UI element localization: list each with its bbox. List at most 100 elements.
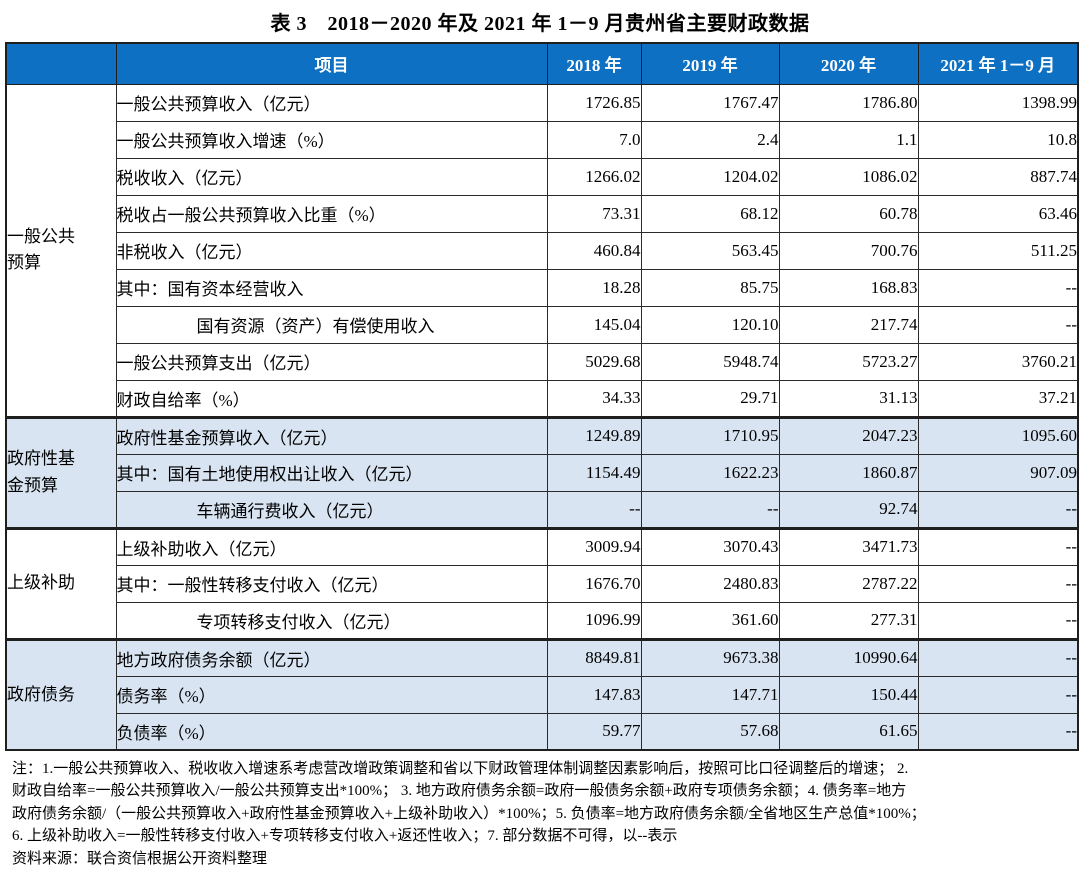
row-value: 217.74 — [778, 305, 919, 344]
group-label: 政府性基 金预算 — [5, 415, 117, 529]
table-row: 其中：一般性转移支付收入（亿元） 1676.70 2480.83 2787.22 -- — [6, 564, 1079, 603]
row-value: 29.71 — [640, 379, 780, 418]
row-value: 2047.23 — [778, 415, 919, 455]
row-item-label: 地方政府债务余额（亿元） — [115, 637, 548, 677]
row-value: 8849.81 — [546, 637, 642, 677]
table-row: 财政自给率（%） 34.33 29.71 31.13 37.21 — [6, 379, 1079, 418]
row-value: -- — [917, 712, 1079, 751]
row-value: 1154.49 — [546, 453, 642, 492]
table-row: 上级补助 上级补助收入（亿元） 3009.94 3070.43 3471.73 -- — [5, 526, 1079, 640]
row-value: -- — [917, 564, 1079, 603]
row-value: -- — [546, 490, 642, 529]
header-year-2019: 2019 年 — [640, 42, 780, 85]
table-row: 其中：国有土地使用权出让收入（亿元） 1154.49 1622.23 1860.87 9… — [6, 453, 1079, 492]
row-item-label: 车辆通行费收入（亿元） — [115, 490, 548, 529]
row-value: -- — [917, 526, 1079, 566]
row-value: 2787.22 — [778, 564, 919, 603]
row-value: 63.46 — [917, 194, 1079, 233]
table-row: 其中：国有资本经营收入 18.28 85.75 168.83 -- — [6, 268, 1079, 307]
row-value: 563.45 — [640, 231, 780, 270]
row-value: 1676.70 — [546, 564, 642, 603]
fiscal-data-table: 项目 2018 年 2019 年 2020 年 2021 年 1－9 月 一般公… — [5, 42, 1079, 751]
row-value: 1726.85 — [546, 83, 642, 122]
page-title: 表 3 2018－2020 年及 2021 年 1－9 月贵州省主要财政数据 — [270, 13, 810, 35]
row-item-label: 非税收入（亿元） — [115, 231, 548, 270]
row-value: 1622.23 — [640, 453, 780, 492]
table-row: 税收收入（亿元） 1266.02 1204.02 1086.02 887.74 — [6, 157, 1079, 196]
row-value: 1.1 — [778, 120, 919, 159]
row-value: 511.25 — [917, 231, 1079, 270]
row-value: 147.83 — [546, 675, 642, 714]
group-label: 上级补助 — [5, 526, 117, 640]
row-item-label: 上级补助收入（亿元） — [115, 526, 548, 566]
row-value: 120.10 — [640, 305, 780, 344]
row-value: 277.31 — [778, 601, 919, 640]
row-value: 37.21 — [917, 379, 1079, 418]
row-value: 145.04 — [546, 305, 642, 344]
row-value: 3471.73 — [778, 526, 919, 566]
row-item-label: 其中：国有资本经营收入 — [115, 268, 548, 307]
row-value: 5029.68 — [546, 342, 642, 381]
row-item-label: 一般公共预算支出（亿元） — [115, 342, 548, 381]
row-value: 147.71 — [640, 675, 780, 714]
table-row: 负债率（%） 59.77 57.68 61.65 -- — [6, 712, 1079, 751]
row-item-label: 政府性基金预算收入（亿元） — [115, 415, 548, 455]
row-item-label: 国有资源（资产）有偿使用收入 — [115, 305, 548, 344]
row-value: 1786.80 — [778, 83, 919, 122]
row-item-label: 负债率（%） — [115, 712, 548, 751]
group-label: 一般公共 预算 — [5, 83, 117, 418]
row-value: 31.13 — [778, 379, 919, 418]
row-value: 150.44 — [778, 675, 919, 714]
row-value: 361.60 — [640, 601, 780, 640]
row-item-label: 其中：一般性转移支付收入（亿元） — [115, 564, 548, 603]
row-value: 68.12 — [640, 194, 780, 233]
table-row: 国有资源（资产）有偿使用收入 145.04 120.10 217.74 -- — [6, 305, 1079, 344]
header-row: 项目 2018 年 2019 年 2020 年 2021 年 1－9 月 — [5, 42, 1079, 85]
note-line-1: 注：1.一般公共预算收入、税收收入增速系考虑营改增政策调整和省以下财政管理体制调… — [12, 761, 909, 777]
row-value: 1086.02 — [778, 157, 919, 196]
row-value: 907.09 — [917, 453, 1079, 492]
row-value: 1767.47 — [640, 83, 780, 122]
row-item-label: 其中：国有土地使用权出让收入（亿元） — [115, 453, 548, 492]
table-row: 税收占一般公共预算收入比重（%） 73.31 68.12 60.78 63.46 — [6, 194, 1079, 233]
row-value: -- — [917, 637, 1079, 677]
row-value: 1266.02 — [546, 157, 642, 196]
header-year-2020: 2020 年 — [778, 42, 919, 85]
table-row: 一般公共预算支出（亿元） 5029.68 5948.74 5723.27 3760.21 — [6, 342, 1079, 381]
row-value: 60.78 — [778, 194, 919, 233]
table-body: 一般公共 预算 一般公共预算收入（亿元） 1726.85 1767.47 1786.80… — [5, 83, 1079, 751]
table-row: 政府性基 金预算 政府性基金预算收入（亿元） 1249.89 1710.95 2047.… — [5, 415, 1079, 529]
row-value: 92.74 — [778, 490, 919, 529]
row-value: 10.8 — [917, 120, 1079, 159]
row-value: -- — [917, 601, 1079, 640]
row-value: 5723.27 — [778, 342, 919, 381]
row-value: 168.83 — [778, 268, 919, 307]
row-value: 1204.02 — [640, 157, 780, 196]
row-item-label: 税收占一般公共预算收入比重（%） — [115, 194, 548, 233]
row-value: 57.68 — [640, 712, 780, 751]
row-item-label: 债务率（%） — [115, 675, 548, 714]
row-item-label: 税收收入（亿元） — [115, 157, 548, 196]
table-row: 政府债务 地方政府债务余额（亿元） 8849.81 9673.38 10990.64 -- — [5, 637, 1079, 751]
row-value: 59.77 — [546, 712, 642, 751]
row-value: 9673.38 — [640, 637, 780, 677]
group-label: 政府债务 — [5, 637, 117, 751]
row-value: 2.4 — [640, 120, 780, 159]
row-value: 460.84 — [546, 231, 642, 270]
row-value: 85.75 — [640, 268, 780, 307]
note-line-4: 6. 上级补助收入=一般性转移支付收入+专项转移支付收入+返还性收入；7. 部分… — [12, 828, 678, 845]
row-value: 18.28 — [546, 268, 642, 307]
row-value: 1710.95 — [640, 415, 780, 455]
row-value: -- — [917, 490, 1079, 529]
row-value: -- — [917, 305, 1079, 344]
row-value: 700.76 — [778, 231, 919, 270]
row-value: -- — [917, 268, 1079, 307]
header-item-label: 项目 — [115, 42, 548, 85]
header-year-2018: 2018 年 — [546, 42, 642, 85]
table-row: 债务率（%） 147.83 147.71 150.44 -- — [6, 675, 1079, 714]
row-item-label: 专项转移支付收入（亿元） — [115, 601, 548, 640]
header-year-2021-jan-sep: 2021 年 1－9 月 — [917, 42, 1079, 85]
row-item-label: 一般公共预算收入增速（%） — [115, 120, 548, 159]
note-line-2: 财政自给率=一般公共预算收入/一般公共预算支出*100%； 3. 地方政府债务余… — [12, 783, 907, 800]
table-row: 车辆通行费收入（亿元） -- -- 92.74 -- — [6, 490, 1079, 529]
